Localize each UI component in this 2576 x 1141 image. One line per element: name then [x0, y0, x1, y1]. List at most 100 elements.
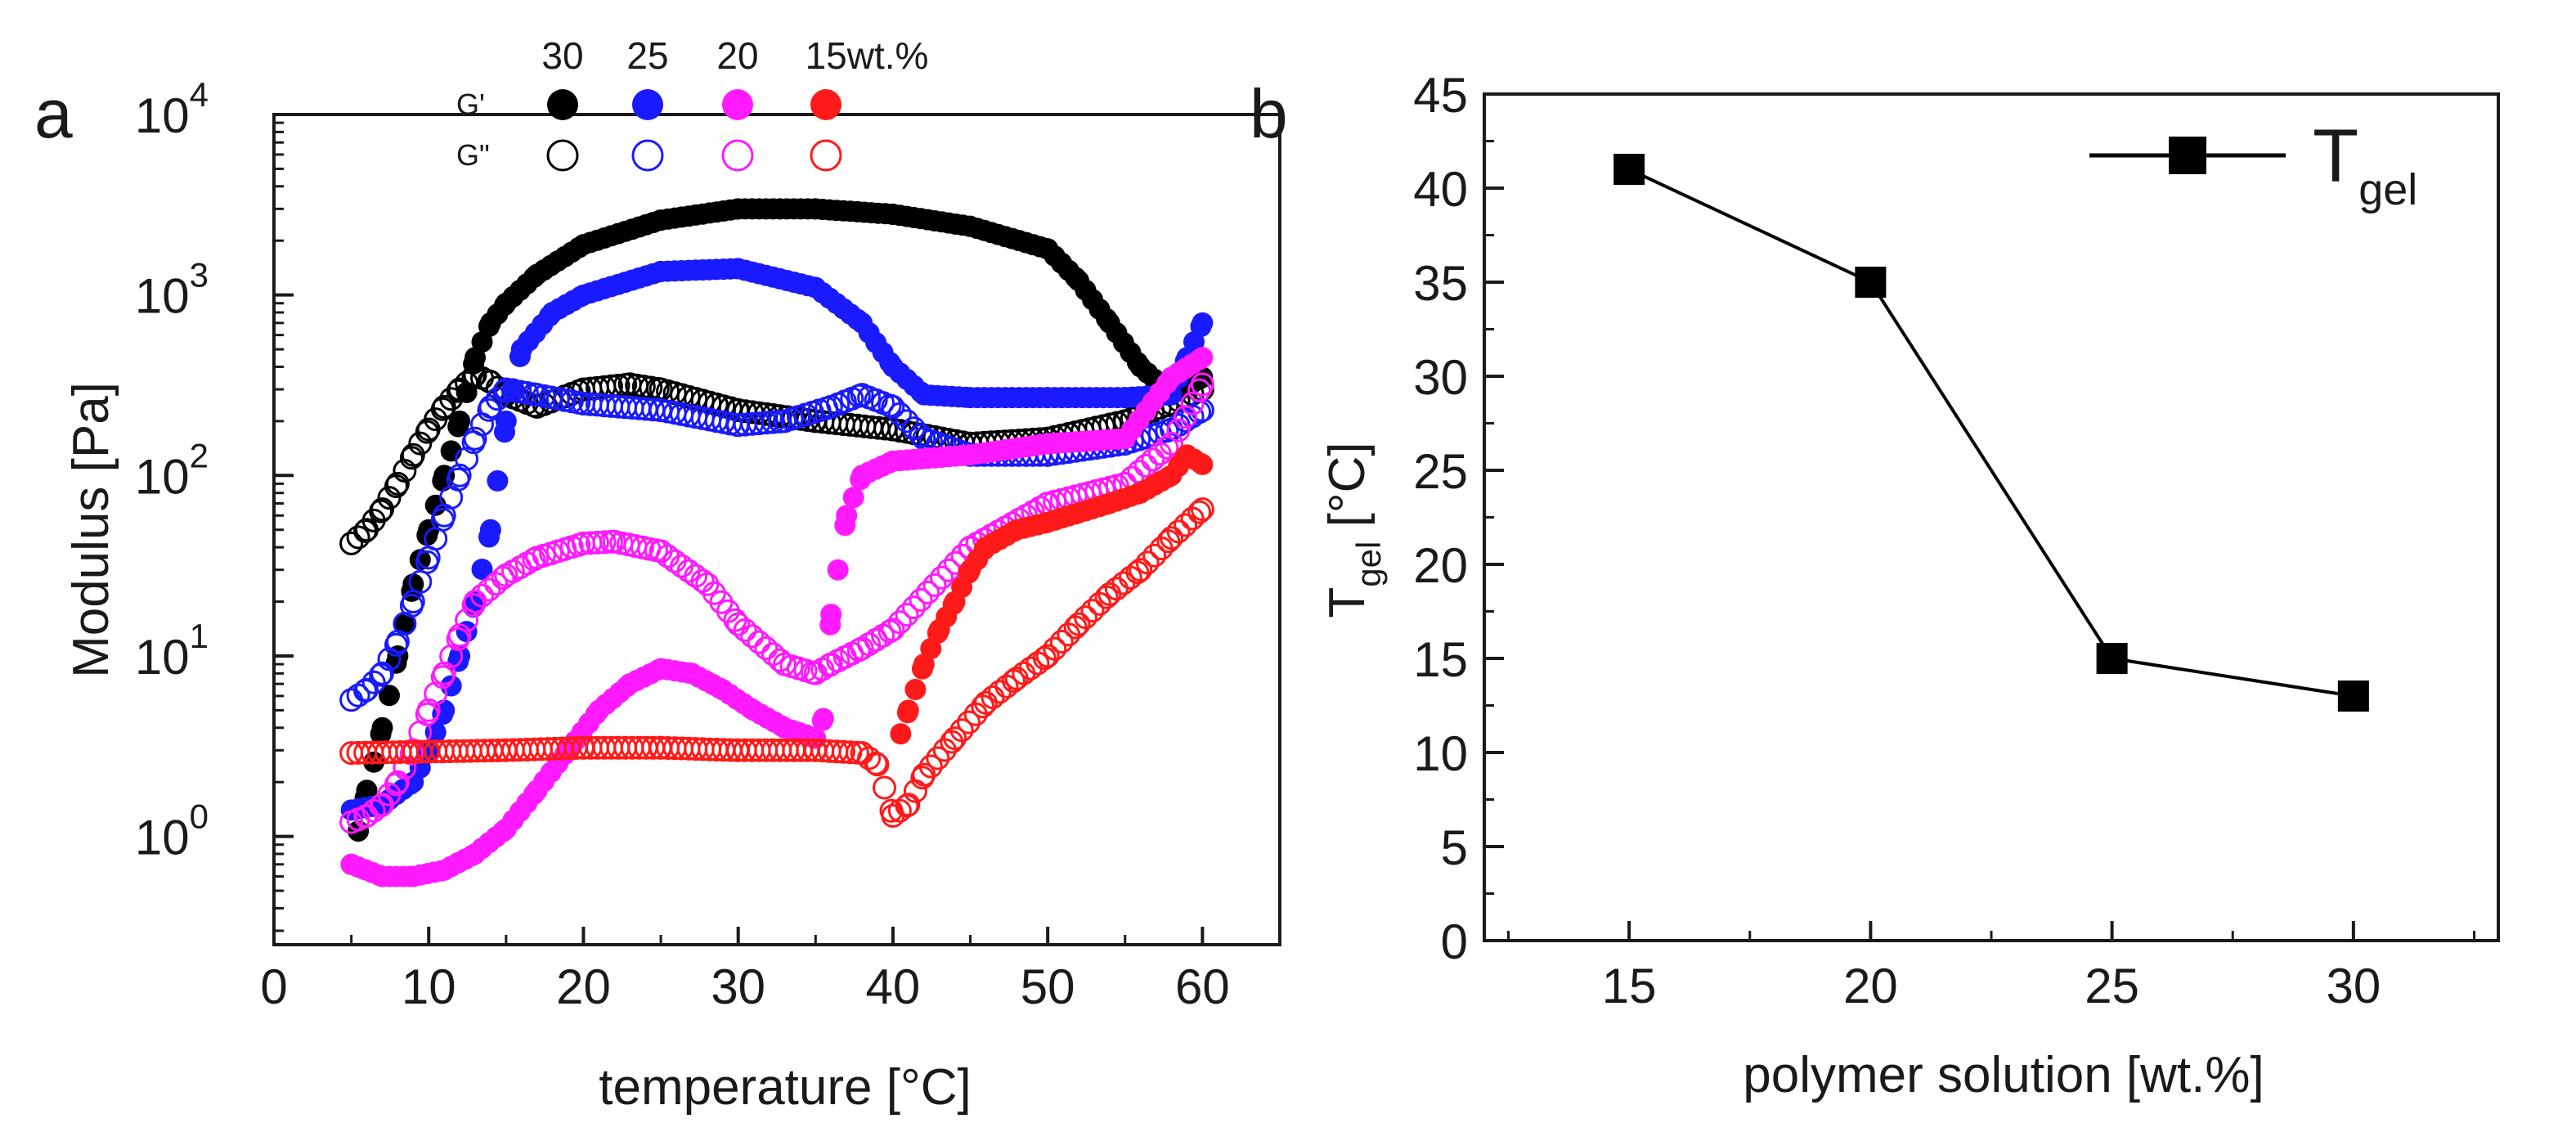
- b-x-tick-label: 20: [1843, 959, 1898, 1013]
- a-data-point: [447, 463, 472, 487]
- a-data-point: [1160, 526, 1183, 550]
- b-y-tick-label: 30: [1413, 350, 1468, 405]
- a-data-point: [477, 577, 501, 602]
- a-data-point: [922, 573, 947, 597]
- panel-b-y-axis-title: Tgel [°C]: [1319, 442, 1388, 618]
- a-data-point: [487, 469, 509, 492]
- legend-a-filled-marker: [547, 89, 578, 120]
- a-data-point: [385, 471, 410, 496]
- a-data-point: [346, 525, 370, 550]
- a-data-point: [1080, 599, 1105, 623]
- a-series-6: [890, 444, 1214, 745]
- panel-b-y-ticks: 0 5 10 15 20 25 30 35 40 45: [1413, 68, 1504, 969]
- a-data-point: [754, 411, 779, 435]
- a-data-point: [897, 699, 919, 721]
- a-data-point: [1074, 605, 1097, 630]
- a-data-point: [592, 530, 617, 555]
- a-data-point: [339, 531, 364, 555]
- a-y-tick-label: 100: [135, 797, 209, 865]
- b-x-tick-label: 25: [2085, 959, 2139, 1013]
- panel-b-x-axis-title: polymer solution [wt.%]: [1743, 1047, 2264, 1103]
- a-data-point: [1135, 550, 1160, 575]
- a-x-tick-label: 20: [556, 959, 611, 1014]
- a-data-point: [895, 603, 919, 627]
- panel-b-legend: Tgel: [2089, 115, 2417, 214]
- legend-a-row-gprime: G': [456, 88, 485, 121]
- a-data-point: [408, 431, 433, 456]
- a-data-point: [446, 379, 470, 403]
- a-series-4: [340, 347, 1214, 887]
- a-data-point: [733, 618, 757, 642]
- a-data-point: [461, 364, 486, 389]
- b-y-tick-label: 20: [1413, 538, 1468, 593]
- a-series-7: [339, 497, 1214, 828]
- a-data-point: [1174, 513, 1198, 537]
- a-data-point: [371, 716, 393, 739]
- panel-b-series-line: [1628, 168, 2354, 698]
- a-data-point: [447, 623, 472, 648]
- a-data-point: [370, 497, 394, 522]
- panel-a: a 0 10 20 30 40 50 60 100 101 102 103 104 temperat…: [34, 34, 1281, 1116]
- a-data-point: [1127, 460, 1151, 484]
- a-data-point: [881, 618, 905, 642]
- a-data-point: [416, 698, 441, 722]
- a-data-point: [1160, 431, 1183, 456]
- a-data-point: [904, 679, 927, 700]
- panel-a-y-axis-title: Modulus [Pa]: [63, 382, 119, 678]
- b-data-point: [2096, 643, 2128, 674]
- b-y-tick-label: 5: [1441, 820, 1468, 875]
- a-data-point: [393, 613, 415, 635]
- a-data-point: [471, 559, 493, 580]
- a-data-point: [479, 519, 501, 541]
- b-series-polyline: [1628, 168, 2354, 698]
- a-data-point: [401, 442, 425, 467]
- a-data-point: [930, 565, 954, 590]
- legend-a-open-marker: [546, 139, 579, 172]
- a-data-point: [747, 630, 771, 654]
- a-data-point: [842, 487, 864, 509]
- a-data-point: [909, 588, 933, 612]
- legend-a-open-marker: [810, 139, 842, 172]
- a-data-point: [1142, 543, 1167, 568]
- a-data-point: [1049, 630, 1074, 654]
- b-y-tick-label: 25: [1413, 444, 1468, 499]
- a-x-tick-label: 40: [866, 959, 921, 1014]
- a-data-point: [1155, 435, 1179, 460]
- legend-b-sub: gel: [2358, 165, 2417, 214]
- a-data-point: [726, 612, 751, 636]
- b-y-tick-label: 45: [1413, 68, 1468, 123]
- a-x-tick-label: 0: [260, 959, 287, 1014]
- legend-b-main: T: [2313, 115, 2358, 198]
- legend-a-filled-marker: [722, 89, 753, 120]
- legend-b-marker: [2169, 137, 2206, 174]
- a-data-point: [377, 486, 402, 510]
- a-data-point: [957, 710, 981, 734]
- b-data-point: [1855, 267, 1887, 298]
- a-y-tick-label: 104: [135, 75, 209, 143]
- b-y-tick-label: 35: [1413, 256, 1468, 311]
- panel-a-legend: 30 25 20 15wt.% G' G": [456, 34, 928, 172]
- a-x-tick-label: 50: [1021, 959, 1075, 1014]
- panel-b-y-axis-title-text: Tgel [°C]: [1319, 442, 1388, 618]
- a-x-tick-label: 30: [711, 959, 765, 1014]
- panel-b-y-title-sub: gel: [1349, 541, 1388, 587]
- a-data-point: [949, 718, 974, 743]
- a-data-point: [470, 583, 494, 608]
- a-data-point: [478, 394, 503, 419]
- a-data-point: [943, 726, 967, 751]
- a-data-point: [1192, 312, 1214, 334]
- a-data-point: [865, 752, 890, 777]
- a-data-point: [916, 580, 940, 604]
- legend-a-conc-15: 15wt.%: [806, 34, 929, 77]
- panel-b-x-ticks: 15 20 25 30: [1507, 921, 2475, 1013]
- b-y-tick-label: 40: [1413, 162, 1468, 217]
- a-data-point: [379, 685, 400, 707]
- a-data-point: [1166, 519, 1191, 544]
- a-data-point: [1190, 372, 1214, 397]
- panel-b-y-title-main: T: [1319, 587, 1376, 618]
- a-data-point: [887, 610, 912, 635]
- a-data-point: [355, 677, 379, 702]
- legend-a-conc-25: 25: [626, 34, 668, 77]
- a-data-point: [895, 409, 919, 433]
